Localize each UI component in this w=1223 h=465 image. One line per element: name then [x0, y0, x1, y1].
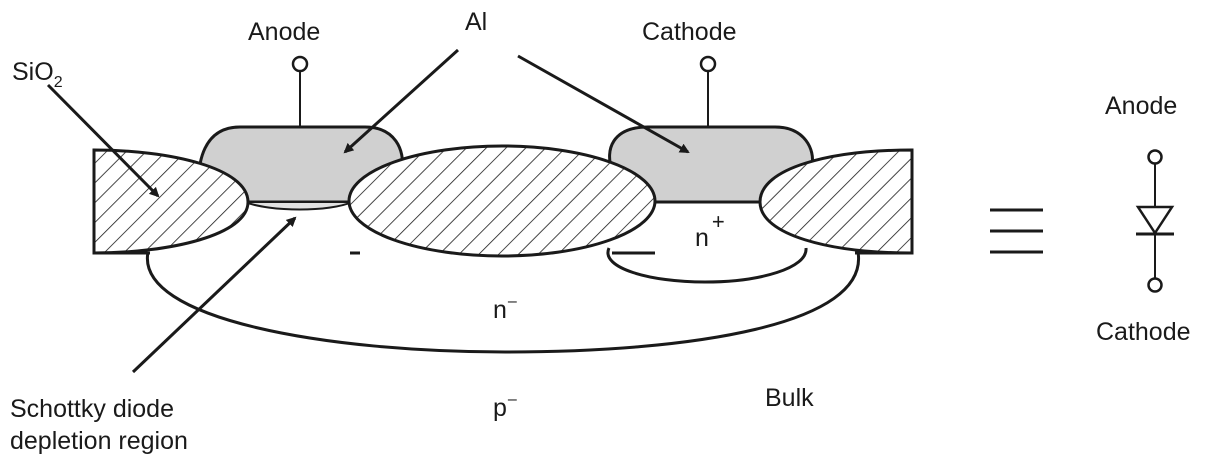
- n-minus-well: [145, 251, 860, 354]
- al-arrow-right: [517, 54, 690, 154]
- label-p-minus: p–: [493, 391, 517, 422]
- equivalence-icon: ≡: [990, 208, 1043, 254]
- diode-triangle-icon: [1135, 205, 1175, 236]
- al-arrow-left: [343, 48, 460, 154]
- sio2-oxide-middle: [347, 144, 657, 258]
- label-anode-top: Anode: [248, 18, 320, 46]
- label-schottky-line2: depletion region: [10, 427, 188, 455]
- symbol-label-anode: Anode: [1105, 92, 1177, 120]
- label-bulk: Bulk: [765, 384, 814, 412]
- n-plus-region: [606, 247, 808, 284]
- symbol-label-cathode: Cathode: [1096, 318, 1191, 346]
- diode-symbol: [1135, 149, 1175, 293]
- label-cathode-top: Cathode: [642, 18, 737, 46]
- cathode-terminal-icon: [699, 55, 717, 73]
- label-n-plus: n+: [695, 209, 725, 252]
- sio2-oxide-right: [758, 148, 914, 255]
- schottky-arrow: [131, 216, 297, 374]
- label-al: Al: [465, 8, 487, 36]
- sio2-oxide-left: [92, 148, 250, 255]
- label-schottky-line1: Schottky diode: [10, 395, 174, 423]
- schottky-depletion-region: [244, 201, 353, 211]
- label-n-minus: n–: [493, 293, 517, 324]
- label-sio2: SiO2: [12, 58, 63, 91]
- anode-terminal-icon: [291, 55, 309, 73]
- symbol-anode-terminal-icon: [1147, 149, 1163, 165]
- sio2-arrow: [46, 83, 160, 198]
- symbol-cathode-terminal-icon: [1147, 277, 1163, 293]
